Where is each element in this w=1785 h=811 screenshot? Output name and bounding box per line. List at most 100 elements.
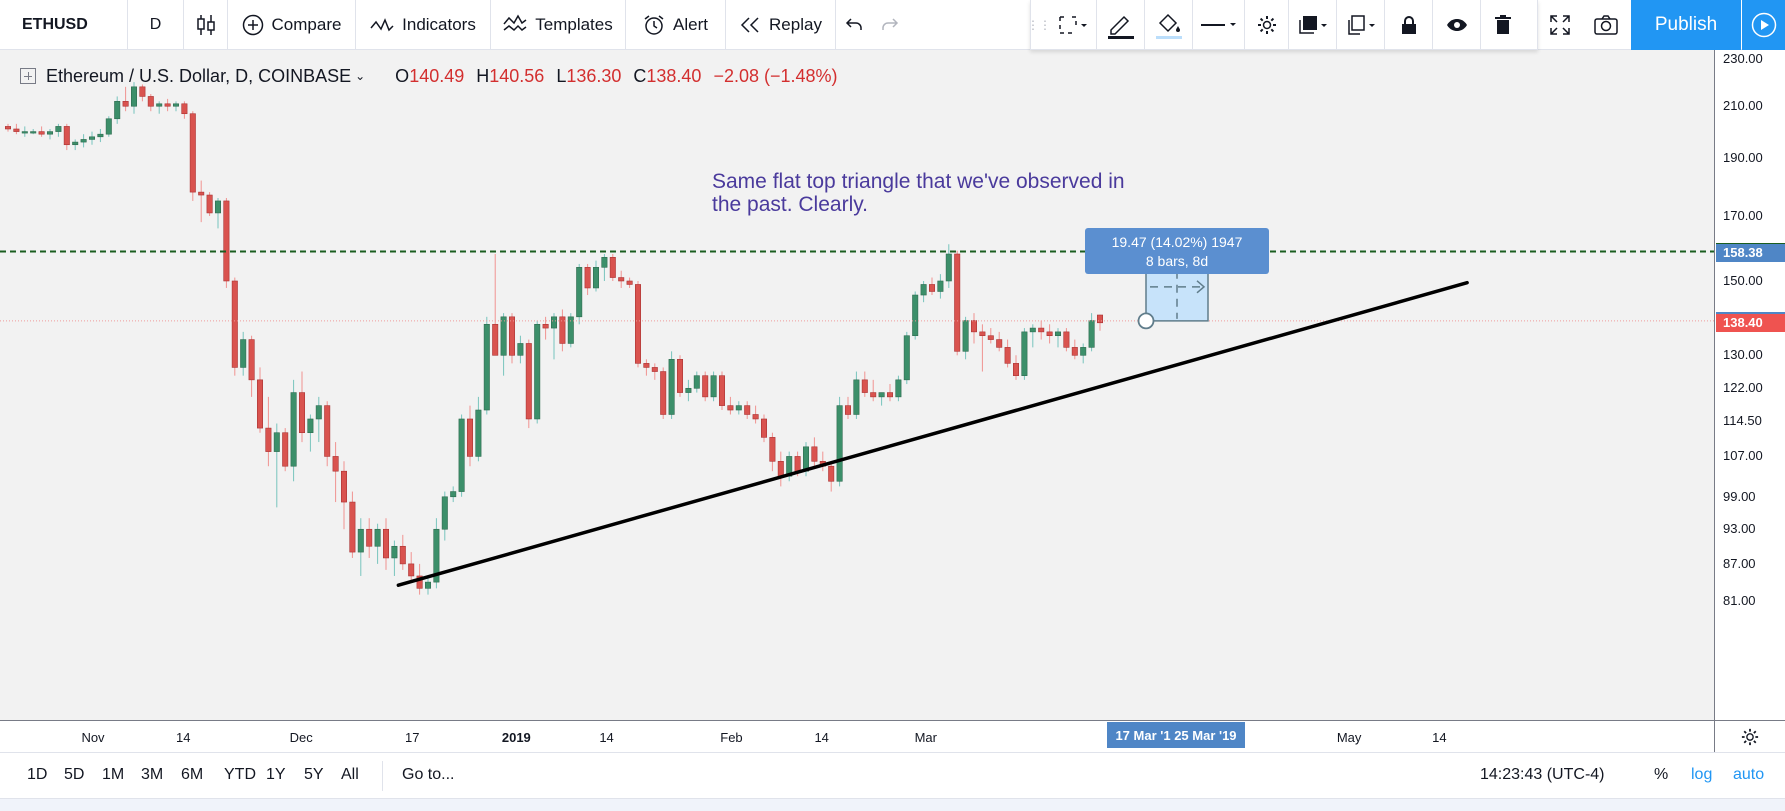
clock[interactable]: 14:23:43 (UTC-4) bbox=[1480, 766, 1605, 783]
candle-body bbox=[1063, 331, 1070, 348]
candle-body bbox=[928, 284, 935, 292]
candle-body bbox=[1071, 347, 1078, 356]
candle-body bbox=[450, 491, 457, 498]
high-group: H140.56 bbox=[476, 66, 544, 87]
undo-button[interactable] bbox=[836, 0, 872, 50]
candle-body bbox=[500, 316, 507, 356]
range-3m-button[interactable]: 3M bbox=[141, 766, 164, 783]
range-ytd-button[interactable]: YTD bbox=[224, 766, 256, 783]
candle-body bbox=[567, 316, 574, 344]
candle-body bbox=[307, 418, 314, 434]
candle-body bbox=[550, 316, 557, 329]
goto-button[interactable]: Go to... bbox=[402, 766, 455, 783]
templates-button[interactable]: Templates bbox=[491, 0, 626, 50]
publish-label: Publish bbox=[1654, 14, 1718, 35]
log-toggle[interactable]: log bbox=[1691, 766, 1713, 783]
hide-button[interactable] bbox=[1433, 0, 1481, 50]
snapshot-button[interactable] bbox=[1583, 0, 1629, 50]
candle-body bbox=[408, 563, 415, 577]
range-5y-button[interactable]: 5Y bbox=[304, 766, 324, 783]
candle-body bbox=[181, 103, 188, 115]
candle-body bbox=[55, 126, 62, 132]
range-1y-button[interactable]: 1Y bbox=[266, 766, 286, 783]
candle-body bbox=[844, 405, 851, 415]
candle-body bbox=[231, 280, 238, 368]
range-5d-button[interactable]: 5D bbox=[64, 766, 85, 783]
fill-color-button[interactable] bbox=[1145, 0, 1193, 50]
expand-plus-icon[interactable] bbox=[20, 68, 36, 84]
compare-button[interactable]: Compare bbox=[228, 0, 356, 50]
publish-button[interactable]: Publish bbox=[1631, 0, 1741, 50]
range-6m-button[interactable]: 6M bbox=[181, 766, 204, 783]
clone-button[interactable] bbox=[1337, 0, 1385, 50]
candle-body bbox=[97, 133, 104, 138]
price-chart[interactable]: 19.47 (14.02%) 1947 8 bars, 8d Same flat t… bbox=[0, 50, 1714, 720]
symbol-search-button[interactable]: ETHUSD bbox=[0, 0, 128, 50]
template-dropdown-button[interactable] bbox=[1047, 0, 1097, 50]
candle-body bbox=[870, 392, 877, 398]
range-1m-button[interactable]: 1M bbox=[102, 766, 125, 783]
candle-body bbox=[391, 545, 398, 559]
candle-body bbox=[1004, 347, 1011, 364]
time-axis[interactable]: 14May15AprMar14Feb14201917Dec14Nov 17 Ma… bbox=[0, 720, 1714, 752]
symbol-title[interactable]: Ethereum / U.S. Dollar, D, COINBASE bbox=[46, 65, 352, 86]
chart-type-button[interactable] bbox=[184, 0, 228, 50]
measure-label-line1: 19.47 (14.02%) 1947 bbox=[1112, 234, 1243, 250]
time-tick: Nov bbox=[81, 730, 105, 745]
candle-body bbox=[912, 294, 919, 337]
compare-label: Compare bbox=[271, 15, 342, 34]
candle-body bbox=[164, 103, 171, 107]
chart-legend: Ethereum / U.S. Dollar, D, COINBASE ⌄ O1… bbox=[20, 64, 838, 88]
candle-body bbox=[945, 253, 952, 282]
play-button[interactable] bbox=[1742, 0, 1785, 50]
chevron-down-icon[interactable]: ⌄ bbox=[355, 69, 366, 83]
template-icon bbox=[1058, 15, 1087, 34]
close-group: C138.40 bbox=[633, 66, 701, 87]
settings-button[interactable] bbox=[1245, 0, 1289, 50]
candle-body bbox=[206, 194, 213, 214]
indicators-button[interactable]: Indicators bbox=[356, 0, 491, 50]
chart-pane[interactable]: 19.47 (14.02%) 1947 8 bars, 8d Same flat t… bbox=[0, 50, 1714, 720]
price-tick: 170.00 bbox=[1723, 207, 1763, 223]
redo-button[interactable] bbox=[872, 0, 908, 50]
replay-button[interactable]: Replay bbox=[726, 0, 836, 50]
line-color-button[interactable] bbox=[1097, 0, 1145, 50]
time-range-label: 17 Mar '1 25 Mar '19 bbox=[1107, 722, 1245, 748]
range-all-button[interactable]: All bbox=[341, 766, 359, 783]
price-scale[interactable]: 230.00210.00190.00170.00150.00138.00130.… bbox=[1714, 50, 1785, 720]
candle-body bbox=[105, 118, 112, 135]
line-style-button[interactable] bbox=[1193, 0, 1245, 50]
candle-body bbox=[433, 528, 440, 583]
candle-body bbox=[122, 101, 129, 107]
candle-body bbox=[634, 284, 641, 364]
annotation-line1: Same flat top triangle that we've observ… bbox=[712, 170, 1125, 193]
candle-body bbox=[769, 437, 776, 462]
candle-body bbox=[710, 375, 717, 398]
ohlc-values: O140.49 bbox=[395, 66, 464, 87]
time-tick: Feb bbox=[720, 730, 743, 745]
low-value: 136.30 bbox=[566, 65, 622, 86]
price-tick: 230.00 bbox=[1723, 51, 1763, 66]
interval-button[interactable]: D bbox=[128, 0, 184, 50]
open-key: O bbox=[395, 65, 410, 86]
scale-settings-button[interactable] bbox=[1714, 720, 1785, 752]
candle-body bbox=[1029, 327, 1036, 333]
percent-toggle[interactable]: % bbox=[1654, 766, 1669, 783]
candle-body bbox=[215, 200, 222, 214]
range-1d-button[interactable]: 1D bbox=[27, 766, 48, 783]
auto-toggle[interactable]: auto bbox=[1733, 766, 1765, 783]
lock-button[interactable] bbox=[1385, 0, 1433, 50]
close-key: C bbox=[633, 65, 647, 86]
pencil-icon bbox=[1107, 15, 1134, 39]
price-tick: 130.00 bbox=[1723, 347, 1763, 363]
alert-label: Alert bbox=[673, 15, 708, 34]
candle-body bbox=[836, 405, 843, 482]
fullscreen-button[interactable] bbox=[1537, 0, 1583, 50]
drag-handle-icon[interactable]: ⋮⋮ bbox=[1027, 17, 1051, 32]
alert-button[interactable]: Alert bbox=[626, 0, 726, 50]
visual-order-button[interactable] bbox=[1289, 0, 1337, 50]
delete-button[interactable] bbox=[1481, 0, 1525, 50]
candle-body bbox=[1097, 314, 1104, 324]
candle-body bbox=[147, 96, 154, 107]
candle-body bbox=[63, 126, 70, 146]
